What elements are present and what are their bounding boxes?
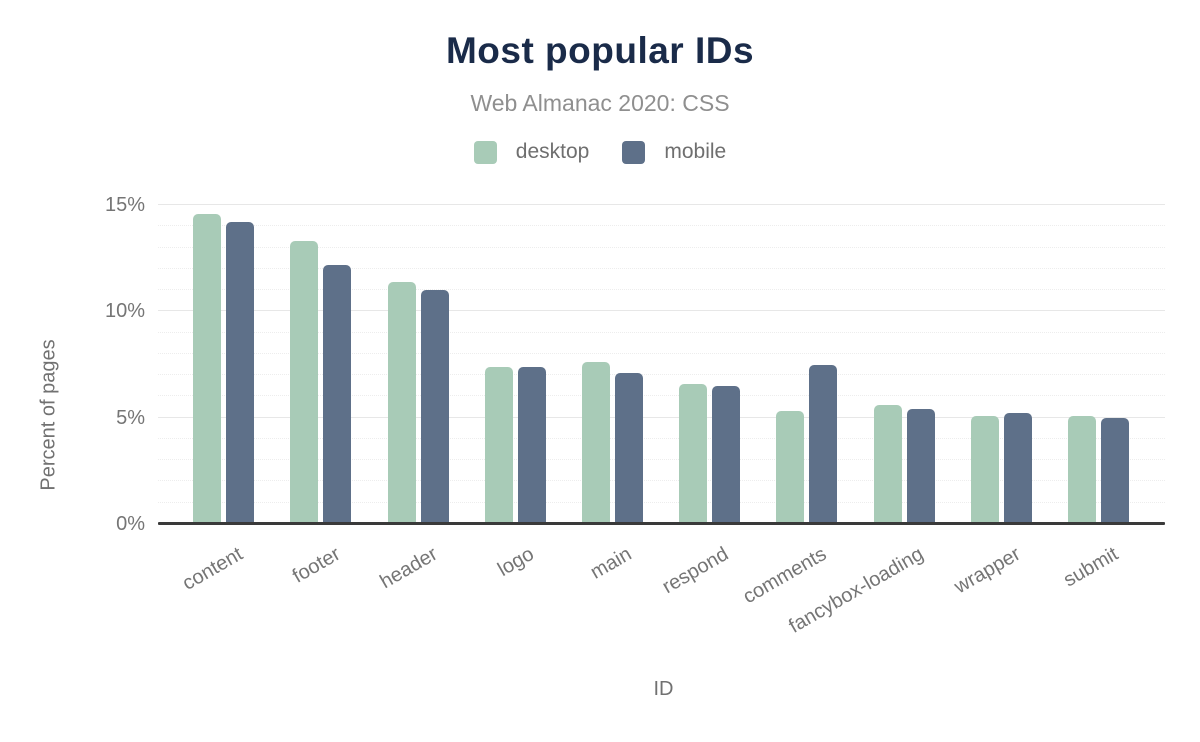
gridline-7pct xyxy=(158,374,1165,376)
bar-bands xyxy=(175,205,1147,524)
bar-desktop-logo xyxy=(484,366,513,524)
plot-area xyxy=(158,204,1165,524)
y-tick-10%: 10% xyxy=(104,300,145,323)
bar-group-submit xyxy=(1050,205,1147,524)
legend-swatch-mobile xyxy=(622,140,646,164)
gridline-11pct xyxy=(158,289,1165,291)
bar-group-header xyxy=(369,205,466,524)
legend-label: mobile xyxy=(664,140,727,163)
x-label-content: content xyxy=(178,543,247,595)
bar-mobile-fancybox-loading xyxy=(906,409,935,524)
bar-group-footer xyxy=(272,205,369,524)
bar-desktop-footer xyxy=(290,241,319,524)
legend-item-desktop: desktop xyxy=(473,140,590,164)
x-label-wrapper: wrapper xyxy=(950,543,1025,599)
bar-mobile-main xyxy=(614,373,643,524)
bar-mobile-footer xyxy=(323,264,352,524)
bar-desktop-wrapper xyxy=(970,415,999,524)
x-axis-labels: content footer header logo main respond commen… xyxy=(158,524,1165,644)
bar-group-fancybox-loading xyxy=(855,205,952,524)
gridline-9pct xyxy=(158,331,1165,333)
y-tick-0%: 0% xyxy=(116,513,145,535)
bar-mobile-header xyxy=(420,290,449,524)
gridline-12pct xyxy=(158,267,1165,269)
gridline-1pct xyxy=(158,501,1165,503)
bar-group-logo xyxy=(467,205,564,524)
gridline-8pct xyxy=(158,352,1165,354)
bar-mobile-logo xyxy=(517,366,546,524)
gridline-13pct xyxy=(158,246,1165,248)
chart-subtitle: Web Almanac 2020: CSS xyxy=(470,90,730,116)
bar-group-main xyxy=(564,205,661,524)
bar-desktop-main xyxy=(581,362,610,524)
bar-desktop-header xyxy=(387,281,416,524)
bar-mobile-respond xyxy=(712,385,741,524)
legend-label: desktop xyxy=(515,140,590,163)
gridline-6pct xyxy=(158,395,1165,397)
x-axis-title: ID xyxy=(653,678,674,700)
x-label-logo: logo xyxy=(494,543,539,581)
x-label-footer: footer xyxy=(288,543,344,588)
bar-mobile-content xyxy=(226,222,255,524)
y-tick-15%: 15% xyxy=(104,194,145,216)
bar-group-respond xyxy=(661,205,758,524)
gridline-5pct xyxy=(158,416,1165,418)
y-tick-5%: 5% xyxy=(116,406,145,429)
bar-desktop-respond xyxy=(679,383,708,524)
x-axis-line xyxy=(158,522,1165,525)
x-label-main: main xyxy=(586,543,636,584)
bar-desktop-comments xyxy=(776,411,805,524)
gridline-15pct xyxy=(158,204,1165,205)
gridline-2pct xyxy=(158,480,1165,482)
x-label-submit: submit xyxy=(1059,543,1122,592)
bar-group-wrapper xyxy=(953,205,1050,524)
bar-desktop-fancybox-loading xyxy=(873,404,902,524)
bar-mobile-wrapper xyxy=(1003,413,1032,524)
gridline-3pct xyxy=(158,459,1165,461)
legend-swatch-desktop xyxy=(473,140,497,164)
chart-title: Most popular IDs xyxy=(445,30,755,71)
x-label-respond: respond xyxy=(659,543,733,599)
x-label-header: header xyxy=(376,543,441,594)
bar-mobile-submit xyxy=(1100,417,1129,524)
gridline-10pct xyxy=(158,310,1165,312)
bar-desktop-content xyxy=(193,213,222,524)
y-axis-ticks: 0% 5% 10% 15% xyxy=(0,195,145,534)
legend-item-mobile: mobile xyxy=(622,140,726,164)
bar-desktop-submit xyxy=(1067,415,1096,524)
legend: desktop mobile xyxy=(0,140,1200,164)
gridline-14pct xyxy=(158,225,1165,227)
gridline-4pct xyxy=(158,437,1165,439)
bar-group-content xyxy=(175,205,272,524)
bar-mobile-comments xyxy=(809,364,838,524)
bar-group-comments xyxy=(758,205,855,524)
